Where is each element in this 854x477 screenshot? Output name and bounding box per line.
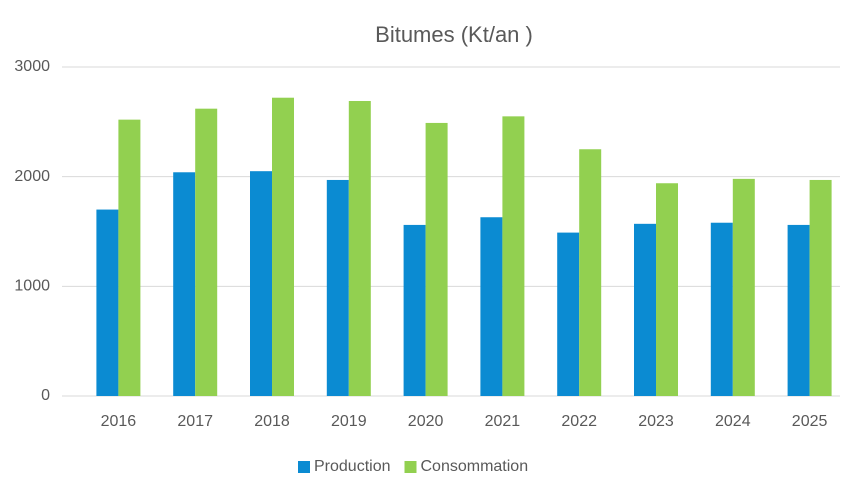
bar xyxy=(272,97,294,396)
x-tick-label: 2025 xyxy=(792,413,828,430)
legend-label: Consommation xyxy=(421,458,529,475)
bar xyxy=(326,179,349,396)
bar xyxy=(557,232,580,396)
x-tick-label: 2023 xyxy=(638,413,674,430)
legend-label: Production xyxy=(314,458,391,475)
bar xyxy=(787,224,810,396)
x-tick-label: 2018 xyxy=(254,413,290,430)
x-tick-label: 2021 xyxy=(485,413,521,430)
x-tick-label: 2016 xyxy=(101,413,137,430)
bar xyxy=(96,209,119,396)
legend-swatch xyxy=(404,461,417,473)
bar xyxy=(195,108,218,396)
bar xyxy=(118,119,141,396)
x-tick-label: 2022 xyxy=(561,413,597,430)
y-tick-label: 2000 xyxy=(14,168,50,185)
bar xyxy=(710,222,733,396)
legend-swatch xyxy=(298,461,310,473)
bar xyxy=(579,149,602,396)
bar xyxy=(809,179,832,396)
y-tick-label: 1000 xyxy=(14,278,50,295)
chart-title: Bitumes (Kt/an ) xyxy=(375,22,533,47)
bar xyxy=(348,100,371,396)
x-tick-label: 2017 xyxy=(177,413,213,430)
bar xyxy=(403,224,426,396)
bar xyxy=(425,122,448,397)
bar xyxy=(173,172,196,396)
bar xyxy=(250,171,272,396)
x-tick-label: 2019 xyxy=(331,413,367,430)
x-tick-label: 2020 xyxy=(408,413,444,430)
bar xyxy=(634,223,656,396)
y-tick-label: 3000 xyxy=(14,58,50,75)
bar xyxy=(480,217,503,396)
bar xyxy=(732,178,755,396)
bar xyxy=(502,116,525,396)
bar xyxy=(656,183,678,396)
y-tick-label: 0 xyxy=(41,387,50,404)
x-tick-label: 2024 xyxy=(715,413,751,430)
